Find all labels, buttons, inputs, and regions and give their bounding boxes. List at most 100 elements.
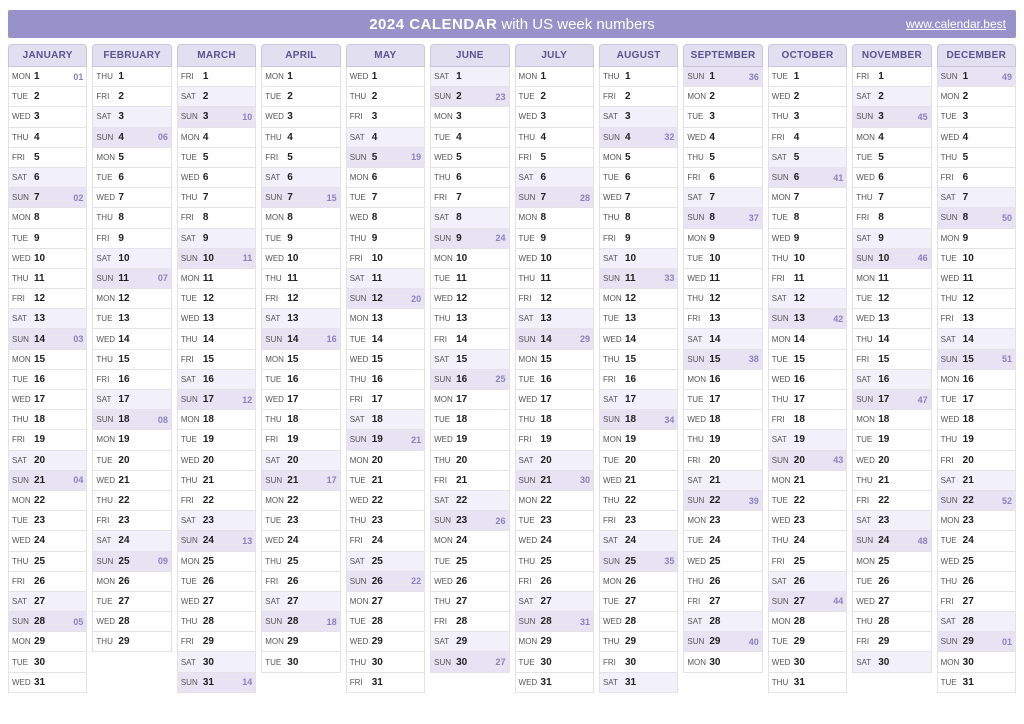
source-link[interactable]: www.calendar.best [906,17,1006,31]
day-number: 30 [625,657,636,668]
month-column: JULYMON1TUE2WED3THU4FRI5SAT6SUN728MON8TU… [515,44,594,693]
day-of-week-label: THU [941,577,961,586]
day-of-week-label: THU [434,173,454,182]
day-of-week-label: FRI [687,597,707,606]
day-number: 11 [203,273,214,284]
day-number: 10 [287,253,298,264]
day-number: 29 [963,636,974,647]
day-cell: THU13 [430,309,509,329]
day-cell: FRI19 [8,430,87,450]
day-number: 8 [372,212,378,223]
day-number: 10 [372,253,383,264]
day-cell: MON23 [937,511,1016,531]
day-number: 9 [34,233,40,244]
day-number: 8 [118,212,124,223]
day-cell: SUN3114 [177,673,256,693]
day-number: 23 [118,515,129,526]
day-cell: SAT13 [8,309,87,329]
day-of-week-label: MON [265,72,285,81]
day-cell: FRI31 [346,673,425,693]
day-number: 28 [118,616,129,627]
day-of-week-label: MON [265,496,285,505]
day-of-week-label: THU [96,496,116,505]
day-number: 17 [878,394,889,405]
day-number: 28 [709,616,720,627]
day-of-week-label: TUE [519,658,539,667]
day-cell: MON26 [92,572,171,592]
day-of-week-label: TUE [350,617,370,626]
day-cell: THU4 [515,128,594,148]
day-of-week-label: MON [434,395,454,404]
day-of-week-label: SAT [519,597,539,606]
day-number: 27 [34,596,45,607]
day-cell: FRI28 [430,612,509,632]
day-of-week-label: TUE [603,173,623,182]
day-cell: FRI22 [177,491,256,511]
day-of-week-label: SAT [12,456,32,465]
day-of-week-label: MON [941,375,961,384]
day-cell: SUN1342 [768,309,847,329]
week-number: 18 [327,617,337,627]
day-of-week-label: TUE [12,234,32,243]
day-of-week-label: WED [12,112,32,121]
day-number: 6 [794,172,800,183]
day-cell: TUE3 [683,107,762,127]
day-cell: MON1 [261,67,340,87]
day-cell: SUN432 [599,128,678,148]
day-number: 25 [287,556,298,567]
month-column: AUGUSTTHU1FRI2SAT3SUN432MON5TUE6WED7THU8… [599,44,678,693]
day-number: 14 [878,334,889,345]
week-number: 19 [411,152,421,162]
day-number: 1 [963,71,969,82]
day-of-week-label: FRI [181,213,201,222]
day-cell: TUE15 [768,350,847,370]
day-of-week-label: MON [12,496,32,505]
day-of-week-label: FRI [603,92,623,101]
day-of-week-label: MON [856,274,876,283]
day-cell: TUE9 [515,229,594,249]
day-number: 12 [118,293,129,304]
day-number: 11 [794,273,805,284]
day-number: 28 [372,616,383,627]
week-number: 04 [73,475,83,485]
month-header: MARCH [177,44,256,67]
day-cell: SAT19 [768,430,847,450]
header-title-rest: with US week numbers [501,16,654,33]
day-cell: SUN2252 [937,491,1016,511]
day-of-week-label: WED [519,678,539,687]
day-of-week-label: SAT [265,456,285,465]
day-cell: FRI5 [261,148,340,168]
day-cell: MON5 [599,148,678,168]
day-cell: SAT4 [346,128,425,148]
day-cell: THU4 [261,128,340,148]
day-cell: FRI27 [683,592,762,612]
day-of-week-label: FRI [181,496,201,505]
day-number: 7 [709,192,715,203]
day-number: 27 [372,596,383,607]
day-cell: SUN1551 [937,350,1016,370]
day-number: 7 [625,192,631,203]
day-cell: FRI23 [92,511,171,531]
day-number: 19 [709,434,720,445]
day-of-week-label: SAT [265,597,285,606]
day-of-week-label: SUN [350,294,370,303]
day-cell: FRI4 [768,128,847,148]
day-number: 23 [794,515,805,526]
day-of-week-label: SAT [96,112,116,121]
week-number: 29 [580,334,590,344]
day-cell: WED5 [430,148,509,168]
day-of-week-label: THU [772,678,792,687]
day-of-week-label: MON [12,355,32,364]
day-cell: MON19 [599,430,678,450]
day-number: 20 [878,455,889,466]
day-cell: TUE30 [515,652,594,672]
day-of-week-label: MON [603,435,623,444]
week-number: 16 [327,334,337,344]
day-cell: FRI30 [599,652,678,672]
day-of-week-label: SUN [350,153,370,162]
day-of-week-label: TUE [265,234,285,243]
day-number: 22 [203,495,214,506]
day-of-week-label: SUN [941,355,961,364]
day-of-week-label: SAT [772,435,792,444]
week-number: 10 [242,112,252,122]
